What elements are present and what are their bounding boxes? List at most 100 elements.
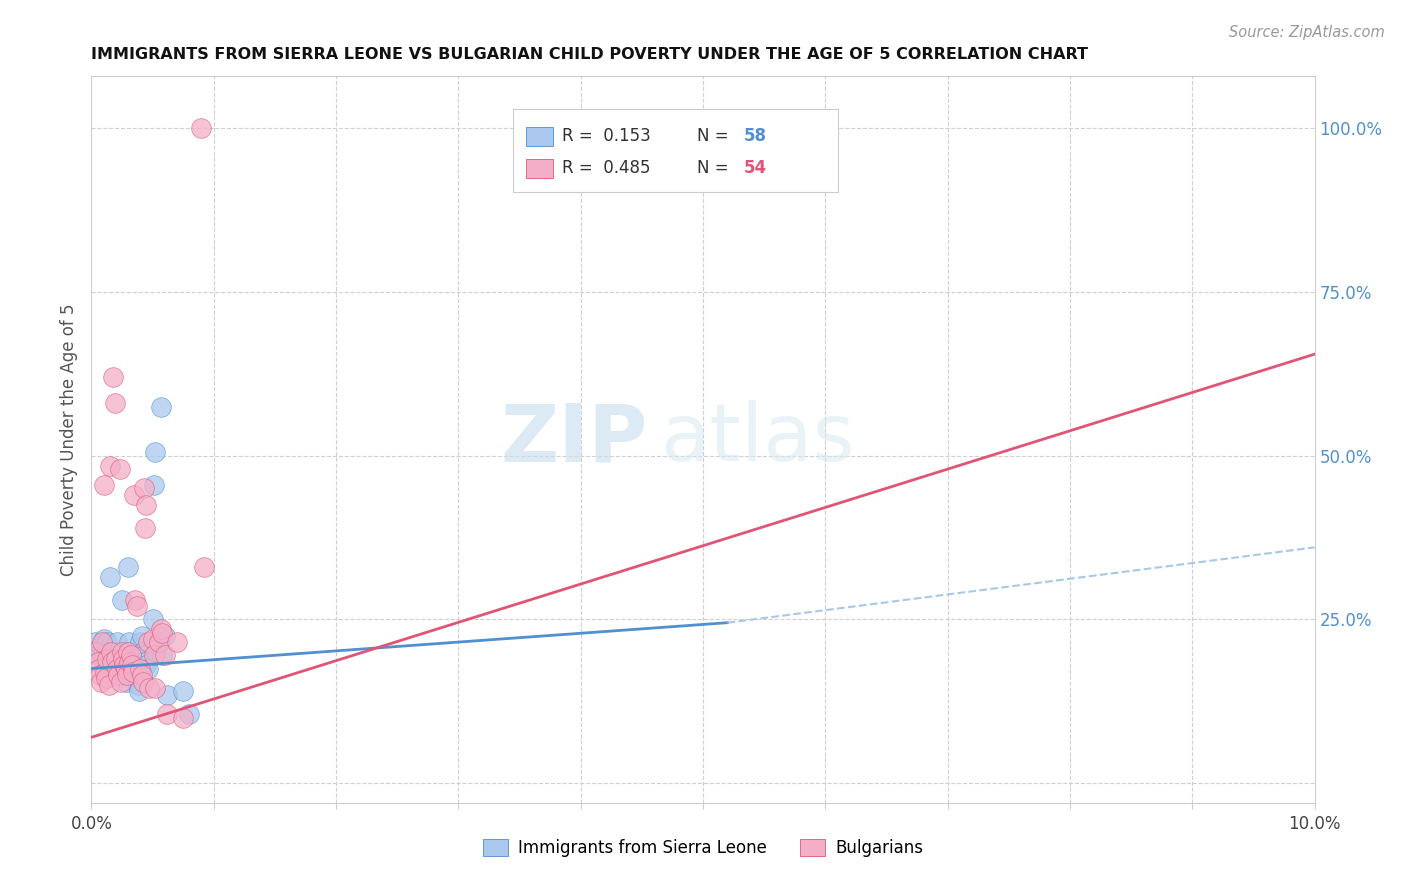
Point	[112, 668, 135, 682]
Point	[145, 645, 167, 659]
Point	[142, 478, 165, 492]
Text: ZIP: ZIP	[501, 401, 648, 478]
Point	[101, 661, 124, 675]
Text: Source: ZipAtlas.com: Source: ZipAtlas.com	[1229, 25, 1385, 40]
Point	[100, 655, 122, 669]
Point	[156, 707, 179, 722]
Point	[103, 370, 125, 384]
Point	[118, 655, 141, 669]
Point	[96, 655, 118, 669]
Point	[148, 635, 170, 649]
Point	[91, 648, 114, 663]
Point	[87, 661, 110, 675]
Text: R =  0.485: R = 0.485	[562, 159, 651, 178]
Point	[91, 635, 114, 649]
Point	[98, 651, 121, 665]
Point	[148, 635, 170, 649]
Bar	[526, 159, 553, 178]
Point	[141, 612, 163, 626]
Point	[120, 648, 142, 663]
Point	[108, 661, 131, 675]
Point	[103, 665, 125, 679]
Point	[117, 560, 139, 574]
Point	[115, 668, 138, 682]
Point	[104, 668, 127, 682]
Point	[104, 396, 127, 410]
Point	[111, 645, 134, 659]
Point	[114, 661, 136, 675]
Point	[143, 681, 166, 696]
Point	[94, 645, 117, 659]
Point	[135, 658, 157, 673]
Point	[132, 645, 155, 659]
Point	[150, 400, 173, 414]
Point	[89, 645, 111, 659]
Point	[135, 498, 157, 512]
Text: N =: N =	[697, 128, 734, 145]
Text: 58: 58	[744, 128, 766, 145]
Point	[104, 645, 127, 659]
Point	[96, 635, 118, 649]
Bar	[526, 127, 553, 145]
Point	[115, 645, 138, 659]
Point	[150, 648, 173, 663]
Point	[117, 645, 139, 659]
Text: IMMIGRANTS FROM SIERRA LEONE VS BULGARIAN CHILD POVERTY UNDER THE AGE OF 5 CORRE: IMMIGRANTS FROM SIERRA LEONE VS BULGARIA…	[91, 47, 1088, 62]
Text: R =  0.153: R = 0.153	[562, 128, 651, 145]
Point	[114, 674, 136, 689]
Point	[153, 648, 176, 663]
Point	[98, 458, 121, 473]
Text: N =: N =	[697, 159, 734, 178]
Point	[111, 655, 134, 669]
Point	[142, 648, 165, 663]
Text: atlas: atlas	[661, 401, 855, 478]
Point	[93, 658, 115, 673]
Point	[107, 651, 129, 665]
Y-axis label: Child Poverty Under the Age of 5: Child Poverty Under the Age of 5	[59, 303, 77, 575]
Point	[124, 592, 146, 607]
Point	[122, 655, 145, 669]
Point	[132, 674, 155, 689]
Point	[97, 645, 120, 659]
Point	[112, 661, 135, 675]
Point	[97, 678, 120, 692]
Point	[129, 635, 152, 649]
Point	[100, 645, 122, 659]
Point	[87, 641, 110, 656]
Point	[153, 629, 176, 643]
Point	[84, 645, 107, 659]
Point	[127, 678, 149, 692]
Point	[141, 632, 163, 646]
Point	[84, 635, 107, 649]
Point	[150, 622, 173, 636]
Point	[86, 648, 108, 663]
Legend: Immigrants from Sierra Leone, Bulgarians: Immigrants from Sierra Leone, Bulgarians	[477, 832, 929, 863]
Point	[86, 655, 108, 669]
Point	[93, 478, 115, 492]
Point	[90, 639, 112, 653]
Point	[104, 651, 127, 665]
Point	[108, 462, 131, 476]
Point	[89, 668, 111, 682]
Point	[94, 648, 117, 663]
Point	[132, 482, 155, 496]
Point	[90, 674, 112, 689]
Point	[136, 661, 159, 675]
Point	[111, 592, 134, 607]
Point	[172, 684, 194, 698]
Point	[125, 599, 148, 614]
Text: 54: 54	[744, 159, 766, 178]
Point	[131, 629, 153, 643]
Point	[121, 658, 143, 673]
Point	[166, 635, 188, 649]
Point	[136, 635, 159, 649]
FancyBboxPatch shape	[513, 109, 838, 192]
Point	[118, 635, 141, 649]
Point	[122, 665, 145, 679]
Point	[107, 668, 129, 682]
Point	[190, 121, 212, 136]
Point	[94, 671, 117, 685]
Point	[156, 688, 179, 702]
Point	[128, 684, 150, 698]
Point	[101, 655, 124, 669]
